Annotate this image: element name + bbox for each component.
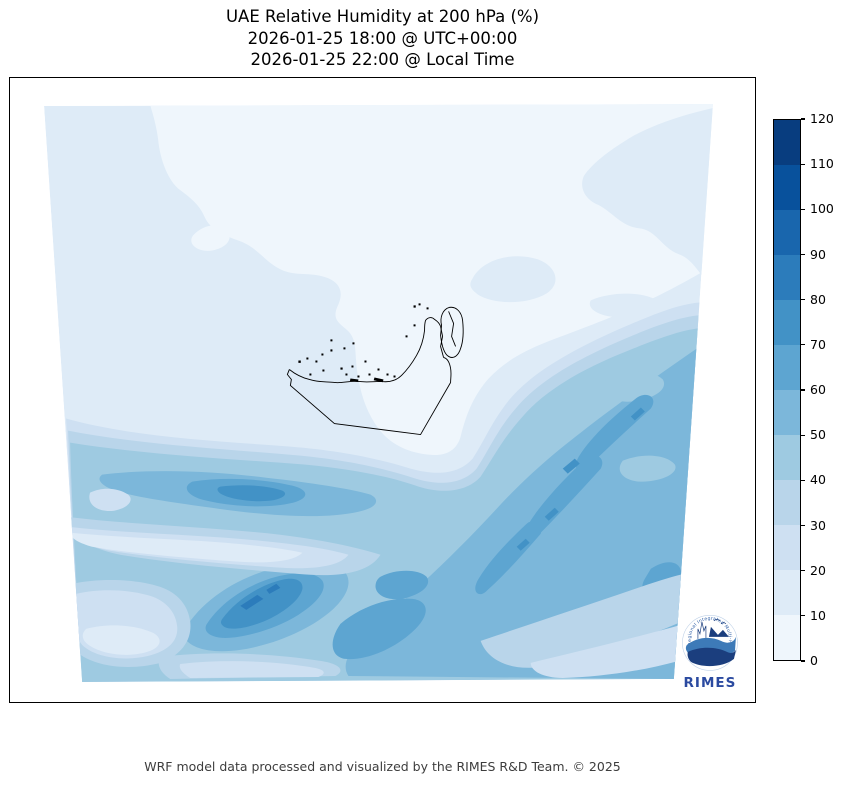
contour-level-60-70 bbox=[186, 394, 681, 660]
footer-credit: WRF model data processed and visualized … bbox=[144, 759, 621, 774]
colorbar-tick-mark bbox=[801, 299, 805, 301]
colorbar bbox=[773, 119, 801, 661]
uae-outline bbox=[286, 306, 464, 436]
colorbar-tick-label: 0 bbox=[810, 653, 818, 668]
logo-wave-dark-icon bbox=[687, 647, 736, 667]
logo-mountain-icon bbox=[708, 626, 729, 637]
logo-bird-icon bbox=[713, 619, 727, 625]
colorbar-segment bbox=[774, 480, 800, 525]
colorbar-tick-mark bbox=[801, 118, 805, 120]
title-line-2-utc-time: 2026-01-25 18:00 @ UTC+00:00 bbox=[247, 28, 518, 48]
colorbar-tick-mark bbox=[801, 524, 805, 527]
colorbar-segment bbox=[774, 300, 800, 345]
colorbar-tick-mark bbox=[801, 344, 805, 346]
title-line-1: UAE Relative Humidity at 200 hPa (%) bbox=[225, 7, 540, 26]
colorbar-segment bbox=[774, 525, 800, 570]
colorbar-segment bbox=[774, 120, 800, 165]
contour-level-40-50-holes bbox=[604, 371, 676, 482]
colorbar-tick-label: 50 bbox=[810, 427, 826, 443]
colorbar-segment bbox=[774, 255, 800, 300]
uae-coastline bbox=[289, 317, 442, 384]
colorbar-tick-label: 110 bbox=[810, 156, 834, 172]
colorbar-segment bbox=[774, 210, 800, 255]
colorbar-ticks: 0 10 20 30 40 50 60 70 80 90 100 110 120 bbox=[801, 111, 844, 668]
contour-map-canvas: Regional Integrated Multi-Hazard Early W… bbox=[10, 78, 738, 691]
uae-islands bbox=[298, 303, 429, 383]
colorbar-tick-mark bbox=[801, 570, 805, 572]
colorbar-tick-label: 40 bbox=[810, 472, 826, 488]
colorbar-segment bbox=[774, 345, 800, 390]
contour-level-10-20-patches bbox=[470, 108, 713, 318]
map-axes-frame: Regional Integrated Multi-Hazard Early W… bbox=[9, 77, 756, 703]
colorbar-tick-label: 90 bbox=[810, 246, 826, 262]
colorbar-tick-mark bbox=[801, 615, 805, 617]
colorbar-segment bbox=[774, 615, 800, 660]
colorbar-tick-mark bbox=[801, 208, 805, 210]
figure-title: UAE Relative Humidity at 200 hPa (%) 202… bbox=[9, 6, 756, 71]
logo-seismogram-icon bbox=[697, 621, 707, 639]
colorbar-tick-mark bbox=[801, 389, 805, 391]
uae-land-border bbox=[286, 369, 451, 436]
contour-level-0-10 bbox=[150, 104, 713, 455]
colorbar-tick-mark bbox=[801, 434, 805, 436]
colorbar-tick-label: 80 bbox=[810, 291, 826, 307]
colorbar-tick-label: 70 bbox=[810, 336, 826, 352]
colorbar-tick-label: 60 bbox=[810, 382, 826, 397]
east-coast-fujairah bbox=[443, 357, 452, 383]
contour-level-80-90 bbox=[240, 583, 281, 610]
colorbar-tick-label: 30 bbox=[810, 517, 826, 533]
colorbar-tick-mark bbox=[801, 660, 805, 662]
logo-text: RIMES bbox=[684, 675, 737, 691]
contour-field bbox=[44, 104, 713, 682]
valley-stripe-20-30 bbox=[68, 488, 694, 678]
title-line-3-local-time: 2026-01-25 22:00 @ Local Time bbox=[250, 50, 515, 69]
colorbar-tick-mark bbox=[801, 163, 805, 165]
colorbar-segment bbox=[774, 570, 800, 615]
colorbar-tick-label: 20 bbox=[810, 562, 826, 578]
colorbar-segment bbox=[774, 165, 800, 210]
colorbar-tick-label: 10 bbox=[810, 607, 826, 623]
colorbar-tick-label: 120 bbox=[810, 111, 834, 126]
colorbar-segment bbox=[774, 435, 800, 480]
colorbar-tick-mark bbox=[801, 479, 805, 481]
musandam-peninsula bbox=[440, 306, 464, 358]
valley-stripe-10-20 bbox=[70, 532, 303, 655]
colorbar-tick-label: 100 bbox=[810, 201, 834, 217]
colorbar-tick-mark bbox=[801, 253, 805, 256]
contour-level-70-80 bbox=[217, 407, 645, 629]
colorbar-segment bbox=[774, 390, 800, 435]
